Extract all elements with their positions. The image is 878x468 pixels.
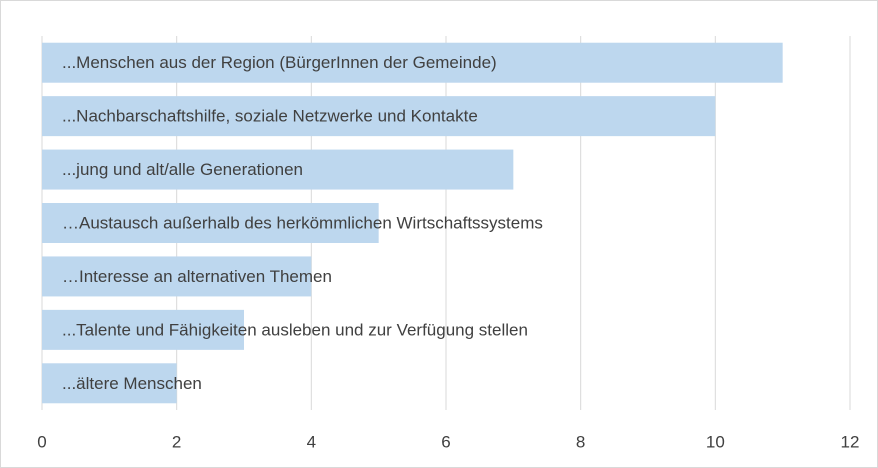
category-label: ...Talente und Fähigkeiten ausleben und … — [62, 320, 528, 339]
bar — [42, 363, 177, 404]
bar — [42, 256, 312, 297]
x-tick-label: 12 — [841, 432, 860, 451]
x-tick-label: 10 — [706, 432, 725, 451]
bar — [42, 309, 244, 350]
x-tick-label: 6 — [441, 432, 450, 451]
category-label: ...Menschen aus der Region (BürgerInnen … — [62, 53, 497, 72]
bar — [42, 149, 514, 190]
bar — [42, 96, 716, 137]
bar — [42, 203, 379, 243]
category-label: ...jung und alt/alle Generationen — [62, 160, 303, 179]
x-tick-label: 4 — [307, 432, 316, 451]
x-tick-label: 2 — [172, 432, 181, 451]
category-label: ...Nachbarschaftshilfe, soziale Netzwerk… — [62, 107, 478, 126]
bar — [42, 42, 783, 83]
category-label: …Austausch außerhalb des herkömmlichen W… — [62, 213, 543, 232]
x-tick-label: 0 — [37, 432, 46, 451]
x-tick-label: 8 — [576, 432, 585, 451]
category-label: …Interesse an alternativen Themen — [62, 267, 332, 286]
category-label: ...ältere Menschen — [62, 374, 202, 393]
